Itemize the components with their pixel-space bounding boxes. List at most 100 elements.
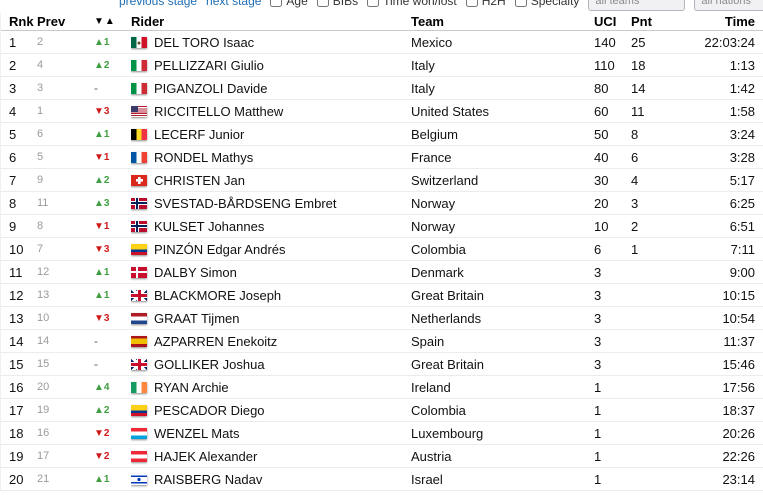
h2h-checkbox[interactable] (465, 0, 478, 7)
header-uci-points[interactable]: UCI (594, 14, 617, 29)
table-row[interactable]: 20 21 ▲1 RAISBERG Nadav Israel 1 23:14 (1, 468, 763, 491)
header-team[interactable]: Team (411, 14, 444, 29)
team-cell[interactable]: Denmark (411, 265, 464, 280)
team-cell[interactable]: Great Britain (411, 288, 484, 303)
previous-stage-link[interactable]: previous stage (119, 0, 198, 8)
table-row[interactable]: 17 19 ▲2 PESCADOR Diego Colombia 1 18:37 (1, 399, 763, 422)
rider-link[interactable]: PINZÓN Edgar Andrés (154, 241, 286, 257)
header-prev-rank[interactable]: Prev (37, 14, 66, 29)
rider-link[interactable]: DEL TORO Isaac (154, 34, 255, 50)
team-cell[interactable]: Spain (411, 334, 445, 349)
next-stage-link[interactable]: next stage (206, 0, 262, 8)
rider-link[interactable]: WENZEL Mats (154, 425, 240, 441)
rider-link[interactable]: CHRISTEN Jan (154, 172, 246, 188)
team-cell[interactable]: Ireland (411, 380, 451, 395)
rider-link[interactable]: PIGANZOLI Davide (154, 80, 268, 96)
team-cell[interactable]: Netherlands (411, 311, 482, 326)
header-rank-change[interactable]: ▼▲ (94, 16, 116, 27)
team-cell[interactable]: Italy (411, 81, 435, 96)
table-row[interactable]: 5 6 ▲1 LECERF Junior Belgium 50 8 3:24 (1, 123, 763, 146)
team-cell[interactable]: Israel (411, 472, 443, 487)
prev-rank-cell: 8 (37, 220, 44, 232)
table-row[interactable]: 13 10 ▼3 GRAAT Tijmen Netherlands 3 10:5… (1, 307, 763, 330)
table-row[interactable]: 12 13 ▲1 BLACKMORE Joseph Great Britain … (1, 284, 763, 307)
age-checkbox-label: Age (286, 0, 308, 8)
header-time[interactable]: Time (724, 14, 755, 29)
time-cell: 6:25 (729, 196, 755, 211)
rider-link[interactable]: HAJEK Alexander (154, 448, 258, 464)
table-row[interactable]: 3 3 - PIGANZOLI Davide Italy 80 14 1:42 (1, 77, 763, 100)
team-cell[interactable]: Italy (411, 58, 435, 73)
rider-link[interactable]: RICCITELLO Matthew (154, 103, 284, 119)
prev-rank-cell: 9 (37, 174, 44, 186)
team-cell[interactable]: Colombia (411, 403, 466, 418)
bibs-checkbox-label: BIBs (332, 0, 359, 8)
nation-flag-icon (131, 473, 147, 485)
team-cell[interactable]: Colombia (411, 242, 466, 257)
table-row[interactable]: 11 12 ▲1 DALBY Simon Denmark 3 9:00 (1, 261, 763, 284)
uci-points-cell: 20 (594, 196, 609, 211)
rider-cell: WENZEL Mats (131, 422, 411, 444)
table-row[interactable]: 9 8 ▼1 KULSET Johannes Norway 10 2 6:51 (1, 215, 763, 238)
rider-link[interactable]: GRAAT Tijmen (154, 310, 240, 326)
table-row[interactable]: 6 5 ▼1 RONDEL Mathys France 40 6 3:28 (1, 146, 763, 169)
uci-points-cell: 80 (594, 81, 609, 96)
rank-cell: 11 (9, 265, 23, 280)
header-rank[interactable]: Rnk (9, 14, 34, 29)
rider-link[interactable]: BLACKMORE Joseph (154, 287, 282, 303)
table-row[interactable]: 18 16 ▼2 WENZEL Mats Luxembourg 1 20:26 (1, 422, 763, 445)
team-cell[interactable]: Norway (411, 196, 456, 211)
rider-link[interactable]: DALBY Simon (154, 264, 237, 280)
team-cell[interactable]: Luxembourg (411, 426, 484, 441)
pnt-points-cell: 3 (631, 196, 639, 211)
rider-cell: DEL TORO Isaac (131, 31, 411, 53)
table-row[interactable]: 16 20 ▲4 RYAN Archie Ireland 1 17:56 (1, 376, 763, 399)
table-row[interactable]: 8 11 ▲3 SVESTAD-BÅRDSENG Embret Norway 2… (1, 192, 763, 215)
rank-cell: 1 (9, 35, 17, 50)
table-row[interactable]: 19 17 ▼2 HAJEK Alexander Austria 1 22:26 (1, 445, 763, 468)
team-cell[interactable]: Belgium (411, 127, 458, 142)
table-row[interactable]: 4 1 ▼3 RICCITELLO Matthew United States … (1, 100, 763, 123)
time-wonlost-checkbox[interactable] (367, 0, 380, 7)
rider-link[interactable]: KULSET Johannes (154, 218, 265, 234)
table-row[interactable]: 1 2 ▲1 DEL TORO Isaac Mexico 140 25 22:0… (1, 31, 763, 54)
header-rider[interactable]: Rider (131, 14, 165, 29)
team-cell[interactable]: Switzerland (411, 173, 479, 188)
rank-change-cell: ▼3 (94, 244, 110, 255)
bibs-checkbox[interactable] (316, 0, 329, 7)
table-row[interactable]: 10 7 ▼3 PINZÓN Edgar Andrés Colombia 6 1… (1, 238, 763, 261)
rank-change-cell: ▼1 (94, 152, 110, 163)
age-checkbox[interactable] (270, 0, 283, 7)
nation-flag-icon (131, 427, 147, 439)
rider-link[interactable]: RONDEL Mathys (154, 149, 254, 165)
rider-link[interactable]: AZPARREN Enekoitz (154, 333, 278, 349)
rider-link[interactable]: LECERF Junior (154, 126, 245, 142)
team-cell[interactable]: Norway (411, 219, 456, 234)
rider-link[interactable]: PESCADOR Diego (154, 402, 265, 418)
rank-cell: 16 (9, 380, 24, 395)
rank-change-cell: ▼3 (94, 106, 110, 117)
rider-link[interactable]: SVESTAD-BÅRDSENG Embret (154, 195, 337, 211)
time-cell: 7:11 (730, 242, 755, 257)
rider-link[interactable]: GOLLIKER Joshua (154, 356, 265, 372)
team-cell[interactable]: Great Britain (411, 357, 484, 372)
specialty-checkbox[interactable] (514, 0, 527, 7)
team-cell[interactable]: France (411, 150, 452, 165)
rider-link[interactable]: PELLIZZARI Giulio (154, 57, 264, 73)
table-row[interactable]: 15 15 - GOLLIKER Joshua Great Britain 3 … (1, 353, 763, 376)
rider-link[interactable]: RAISBERG Nadav (154, 471, 263, 487)
pnt-points-cell (631, 468, 691, 490)
team-cell[interactable]: Mexico (411, 35, 453, 50)
rider-link[interactable]: RYAN Archie (154, 379, 229, 395)
nations-filter-select[interactable]: all nations (694, 0, 763, 11)
prev-rank-cell: 15 (37, 358, 50, 370)
rank-change-cell: ▲1 (94, 267, 110, 278)
table-row[interactable]: 14 14 - AZPARREN Enekoitz Spain 3 11:37 (1, 330, 763, 353)
header-pnt-points[interactable]: Pnt (631, 14, 652, 29)
team-cell[interactable]: Austria (411, 449, 452, 464)
table-row[interactable]: 2 4 ▲2 PELLIZZARI Giulio Italy 110 18 1:… (1, 54, 763, 77)
table-row[interactable]: 7 9 ▲2 CHRISTEN Jan Switzerland 30 4 5:1… (1, 169, 763, 192)
teams-filter-select[interactable]: all teams (588, 0, 686, 11)
prev-rank-cell: 19 (37, 404, 50, 416)
team-cell[interactable]: United States (411, 104, 490, 119)
